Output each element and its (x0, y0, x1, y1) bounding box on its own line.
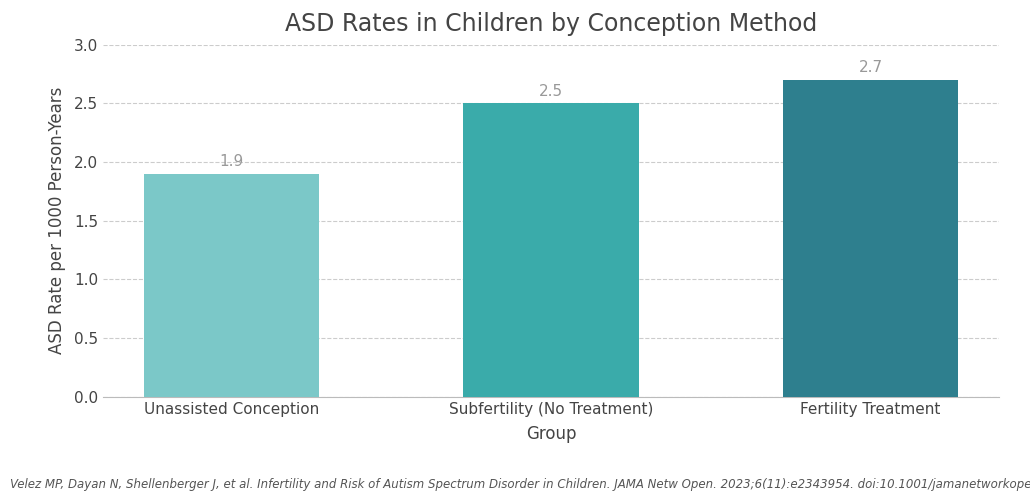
X-axis label: Group: Group (525, 425, 577, 443)
Bar (783, 80, 958, 397)
Text: 1.9: 1.9 (219, 154, 244, 169)
Y-axis label: ASD Rate per 1000 Person-Years: ASD Rate per 1000 Person-Years (47, 87, 66, 355)
Bar (464, 103, 639, 397)
Title: ASD Rates in Children by Conception Method: ASD Rates in Children by Conception Meth… (285, 12, 817, 36)
Text: Velez MP, Dayan N, Shellenberger J, et al. Infertility and Risk of Autism Spectr: Velez MP, Dayan N, Shellenberger J, et a… (10, 478, 1030, 491)
Text: 2.5: 2.5 (539, 84, 563, 99)
Text: 2.7: 2.7 (858, 60, 883, 75)
Bar (144, 174, 319, 397)
